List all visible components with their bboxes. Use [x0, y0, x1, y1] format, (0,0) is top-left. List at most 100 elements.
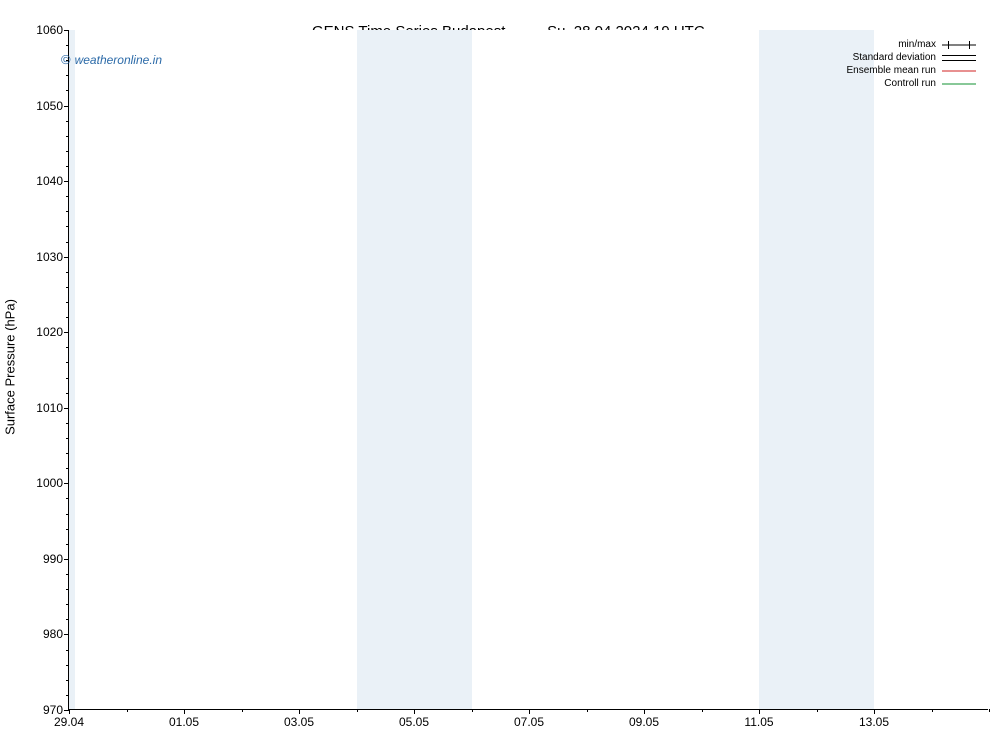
shaded-band	[69, 30, 75, 709]
x-tick-label: 29.04	[54, 715, 84, 729]
x-tick-minor	[357, 709, 358, 712]
legend-label: Controll run	[884, 78, 936, 89]
watermark: © weatheronline.in	[61, 52, 162, 67]
y-tick-label: 1030	[36, 250, 63, 264]
y-tick-minor	[66, 574, 69, 575]
watermark-text: weatheronline.in	[75, 53, 162, 67]
y-axis-label: Surface Pressure (hPa)	[3, 299, 18, 435]
y-tick-minor	[66, 393, 69, 394]
y-tick-mark	[64, 257, 69, 258]
y-tick-mark	[64, 106, 69, 107]
legend-sample	[942, 66, 976, 76]
legend-item: Ensemble mean run	[847, 64, 977, 77]
y-tick-label: 1020	[36, 325, 63, 339]
y-tick-minor	[66, 680, 69, 681]
x-tick-label: 03.05	[284, 715, 314, 729]
y-tick-minor	[66, 604, 69, 605]
y-tick-label: 1010	[36, 401, 63, 415]
y-tick-minor	[66, 211, 69, 212]
plot-area: © weatheronline.in min/maxStandard devia…	[68, 30, 988, 710]
y-tick-minor	[66, 90, 69, 91]
legend-item: min/max	[847, 38, 977, 51]
y-tick-mark	[64, 181, 69, 182]
y-tick-minor	[66, 136, 69, 137]
y-tick-minor	[66, 302, 69, 303]
legend-item: Controll run	[847, 77, 977, 90]
x-tick-label: 13.05	[859, 715, 889, 729]
shaded-band	[357, 30, 472, 709]
x-tick-minor	[127, 709, 128, 712]
y-tick-minor	[66, 75, 69, 76]
chart-root: GENS Time Series Budapest Su 28.04.2024 …	[0, 0, 1000, 733]
y-tick-label: 1060	[36, 23, 63, 37]
legend-label: Ensemble mean run	[847, 65, 937, 76]
y-tick-minor	[66, 45, 69, 46]
y-tick-mark	[64, 559, 69, 560]
y-tick-mark	[64, 483, 69, 484]
legend-label: min/max	[898, 39, 936, 50]
x-tick-minor	[242, 709, 243, 712]
legend: min/max Standard deviation Ensemble mean r…	[847, 38, 977, 90]
x-tick-mark	[414, 709, 415, 714]
x-tick-minor	[989, 709, 990, 712]
y-tick-minor	[66, 121, 69, 122]
x-tick-mark	[874, 709, 875, 714]
y-tick-minor	[66, 60, 69, 61]
x-tick-mark	[644, 709, 645, 714]
y-tick-minor	[66, 242, 69, 243]
y-tick-minor	[66, 166, 69, 167]
y-tick-minor	[66, 287, 69, 288]
shaded-band	[759, 30, 874, 709]
y-tick-minor	[66, 589, 69, 590]
x-tick-label: 07.05	[514, 715, 544, 729]
y-tick-minor	[66, 619, 69, 620]
y-tick-minor	[66, 498, 69, 499]
y-tick-minor	[66, 695, 69, 696]
x-tick-minor	[932, 709, 933, 712]
y-tick-minor	[66, 423, 69, 424]
y-tick-mark	[64, 30, 69, 31]
x-tick-minor	[817, 709, 818, 712]
x-tick-mark	[299, 709, 300, 714]
y-tick-minor	[66, 226, 69, 227]
x-tick-label: 05.05	[399, 715, 429, 729]
legend-sample	[942, 79, 976, 89]
y-tick-mark	[64, 634, 69, 635]
x-tick-label: 01.05	[169, 715, 199, 729]
legend-sample	[942, 40, 976, 50]
y-tick-minor	[66, 317, 69, 318]
x-tick-minor	[587, 709, 588, 712]
x-tick-label: 11.05	[744, 715, 773, 729]
y-tick-minor	[66, 650, 69, 651]
y-tick-label: 990	[43, 552, 63, 566]
y-tick-mark	[64, 332, 69, 333]
x-tick-label: 09.05	[629, 715, 659, 729]
y-tick-minor	[66, 347, 69, 348]
y-tick-minor	[66, 362, 69, 363]
y-tick-minor	[66, 272, 69, 273]
y-tick-minor	[66, 196, 69, 197]
y-tick-minor	[66, 378, 69, 379]
y-tick-minor	[66, 438, 69, 439]
y-tick-minor	[66, 665, 69, 666]
legend-label: Standard deviation	[853, 52, 936, 63]
y-tick-minor	[66, 151, 69, 152]
x-tick-mark	[529, 709, 530, 714]
y-tick-label: 1050	[36, 99, 63, 113]
y-tick-minor	[66, 468, 69, 469]
x-tick-minor	[472, 709, 473, 712]
y-tick-mark	[64, 408, 69, 409]
y-tick-minor	[66, 514, 69, 515]
y-tick-minor	[66, 453, 69, 454]
y-tick-label: 1000	[36, 476, 63, 490]
y-tick-minor	[66, 544, 69, 545]
legend-sample	[942, 53, 976, 63]
y-tick-minor	[66, 529, 69, 530]
y-tick-label: 980	[43, 627, 63, 641]
legend-item: Standard deviation	[847, 51, 977, 64]
x-tick-minor	[702, 709, 703, 712]
x-tick-mark	[184, 709, 185, 714]
y-tick-label: 1040	[36, 174, 63, 188]
x-tick-mark	[69, 709, 70, 714]
x-tick-mark	[759, 709, 760, 714]
